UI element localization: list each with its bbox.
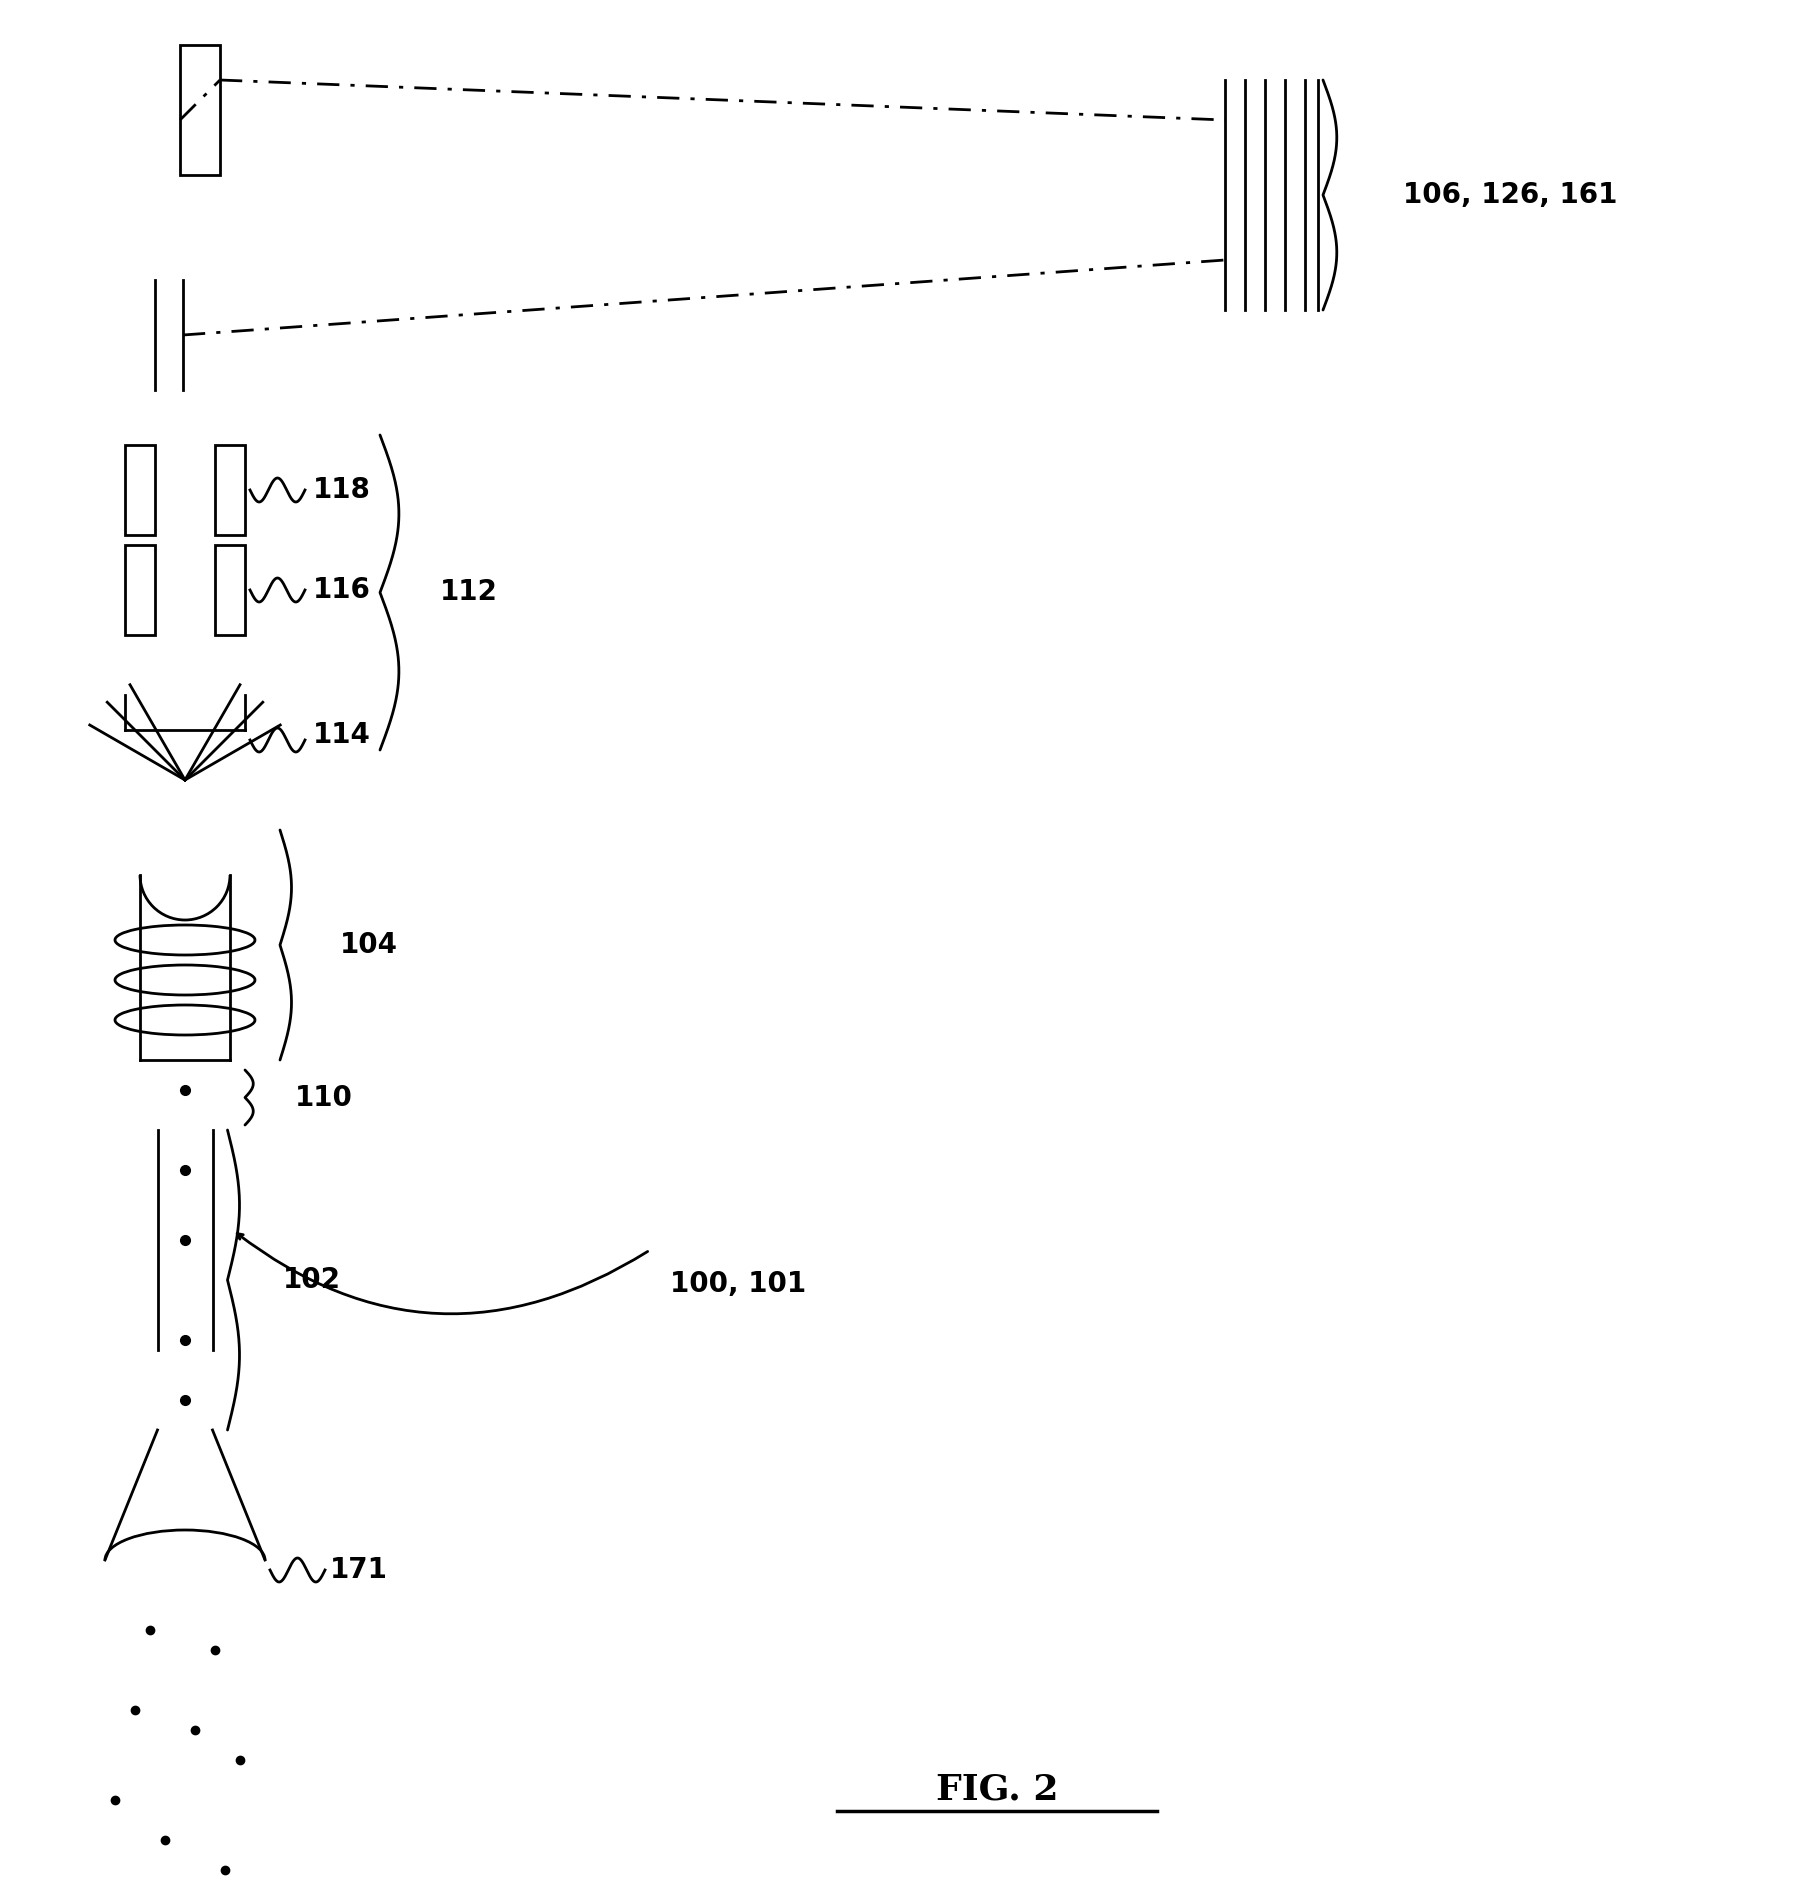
- Text: 106, 126, 161: 106, 126, 161: [1403, 181, 1618, 209]
- Text: FIG. 2: FIG. 2: [936, 1773, 1058, 1807]
- Bar: [126, 544, 154, 635]
- Text: 118: 118: [312, 477, 371, 505]
- Text: 116: 116: [312, 577, 371, 605]
- Bar: [215, 445, 246, 535]
- Text: 104: 104: [341, 931, 398, 959]
- Bar: [126, 445, 154, 535]
- Text: 100, 101: 100, 101: [669, 1270, 806, 1298]
- Text: 112: 112: [440, 578, 499, 607]
- Text: 102: 102: [282, 1266, 341, 1294]
- Bar: [179, 45, 221, 175]
- Bar: [215, 544, 246, 635]
- Text: 110: 110: [294, 1083, 353, 1112]
- Text: 114: 114: [312, 722, 371, 750]
- Text: 171: 171: [330, 1556, 388, 1584]
